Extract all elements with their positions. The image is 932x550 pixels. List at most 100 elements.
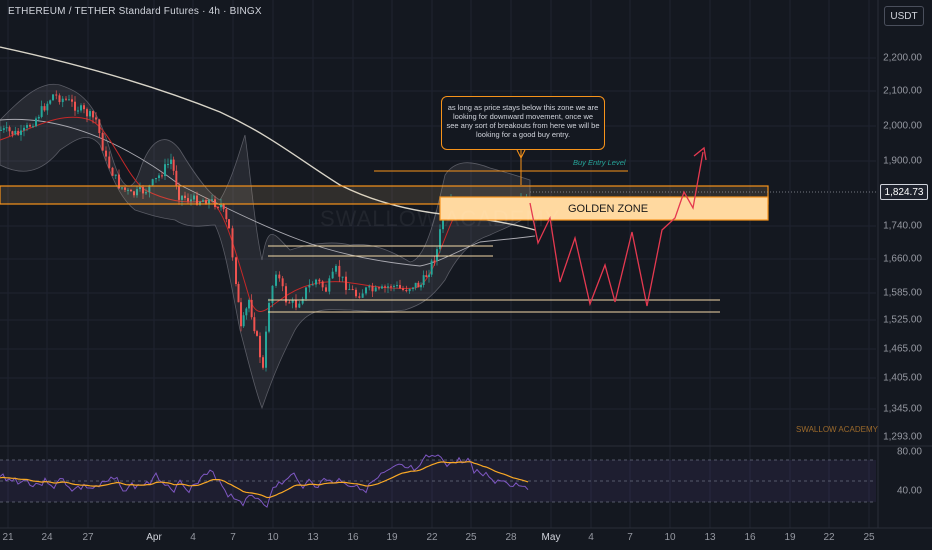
current-price-badge: 1,824.73 <box>880 184 928 200</box>
price-label: 1,293.00 <box>883 431 922 443</box>
candle-body <box>65 98 67 100</box>
buy-entry-label: Buy Entry Level <box>573 158 626 167</box>
candle-body <box>348 289 351 291</box>
golden-zone-box <box>439 196 769 221</box>
candle-body <box>387 286 389 288</box>
candle-body <box>164 164 166 177</box>
rsi-label: 80.00 <box>896 446 922 458</box>
candle-body <box>361 293 364 298</box>
candle-body <box>167 163 169 165</box>
candle-body <box>105 150 107 157</box>
candle-body <box>145 192 147 194</box>
candle-body <box>2 128 5 130</box>
time-label: 16 <box>347 532 359 543</box>
candle-body <box>371 286 374 292</box>
candle-body <box>196 195 198 205</box>
candle-body <box>0 129 2 131</box>
candle-body <box>318 279 321 282</box>
support-lines <box>268 245 720 313</box>
candle-body <box>77 110 79 112</box>
time-label: 27 <box>82 532 94 543</box>
time-label: 7 <box>627 532 633 543</box>
candle-body <box>43 106 46 111</box>
note-pointer-tip <box>516 149 526 160</box>
candle-body <box>40 106 43 117</box>
candle-body <box>74 101 76 111</box>
time-label: 28 <box>505 532 517 543</box>
author-signature: SWALLOW ACADEMY <box>796 425 878 434</box>
candle-body <box>358 296 361 298</box>
candle-body <box>428 274 430 278</box>
watermark-text: SWALLOW ACADEMY <box>320 206 561 231</box>
candle-body <box>321 281 324 288</box>
candle-body <box>436 249 438 261</box>
candle-body <box>193 195 195 200</box>
candle-body <box>23 127 25 131</box>
candle-body <box>412 287 414 289</box>
candle-body <box>242 315 245 327</box>
moving-average-slow <box>0 46 536 231</box>
candle-body <box>225 209 228 220</box>
candle-body <box>139 187 141 190</box>
analysis-note[interactable]: as long as price stays below this zone w… <box>441 96 605 150</box>
candle-body <box>208 199 210 205</box>
price-label: 1,660.00 <box>883 253 922 265</box>
price-label: 1,405.00 <box>883 372 922 384</box>
candle-body <box>181 195 183 200</box>
time-label: 4 <box>190 532 196 543</box>
time-label: 16 <box>744 532 756 543</box>
time-label: May <box>541 532 561 543</box>
candle-body <box>151 179 154 186</box>
candle-body <box>345 276 347 290</box>
rsi-ma-line <box>0 461 529 499</box>
candle-body <box>368 286 371 288</box>
candle-body <box>32 126 34 128</box>
candle-body <box>114 174 117 176</box>
candle-body <box>288 302 291 304</box>
candle-body <box>214 199 216 208</box>
candle-body <box>61 98 64 103</box>
candle-body <box>222 204 225 210</box>
candle-body <box>202 200 204 202</box>
candle-body <box>124 187 126 190</box>
candle-body <box>35 118 37 127</box>
candle-body <box>259 335 261 358</box>
rsi-line <box>0 454 529 508</box>
candle-body <box>184 195 186 199</box>
time-label: 25 <box>465 532 477 543</box>
candle-body <box>430 260 433 275</box>
candle-body <box>37 116 40 119</box>
time-label: 13 <box>307 532 319 543</box>
candle-body <box>17 130 20 135</box>
candle-body <box>92 111 94 118</box>
time-label: 4 <box>588 532 594 543</box>
candle-body <box>365 287 367 294</box>
candle-body <box>399 285 401 289</box>
candle-body <box>68 99 70 101</box>
price-label: 1,525.00 <box>883 314 922 326</box>
candle-body <box>442 215 444 230</box>
candle-body <box>111 167 114 176</box>
candle-body <box>311 284 314 286</box>
candle-body <box>250 299 253 318</box>
candle-body <box>295 299 297 308</box>
candle-body <box>101 133 104 151</box>
candle-body <box>178 186 180 200</box>
price-label: 1,900.00 <box>883 155 922 167</box>
chart-grid <box>0 0 876 528</box>
candle-body <box>384 286 386 288</box>
candle-body <box>108 156 111 168</box>
currency-button[interactable]: USDT <box>884 6 924 26</box>
price-label: 1,345.00 <box>883 403 922 415</box>
candle-body <box>231 228 234 258</box>
candle-body <box>422 275 425 285</box>
candle-body <box>305 287 307 299</box>
time-label: 22 <box>426 532 438 543</box>
time-label: 7 <box>230 532 236 543</box>
candle-body <box>285 286 287 303</box>
moving-average-mid <box>0 118 536 267</box>
time-label: 13 <box>704 532 716 543</box>
candle-body <box>80 105 82 111</box>
candle-body <box>328 278 331 292</box>
